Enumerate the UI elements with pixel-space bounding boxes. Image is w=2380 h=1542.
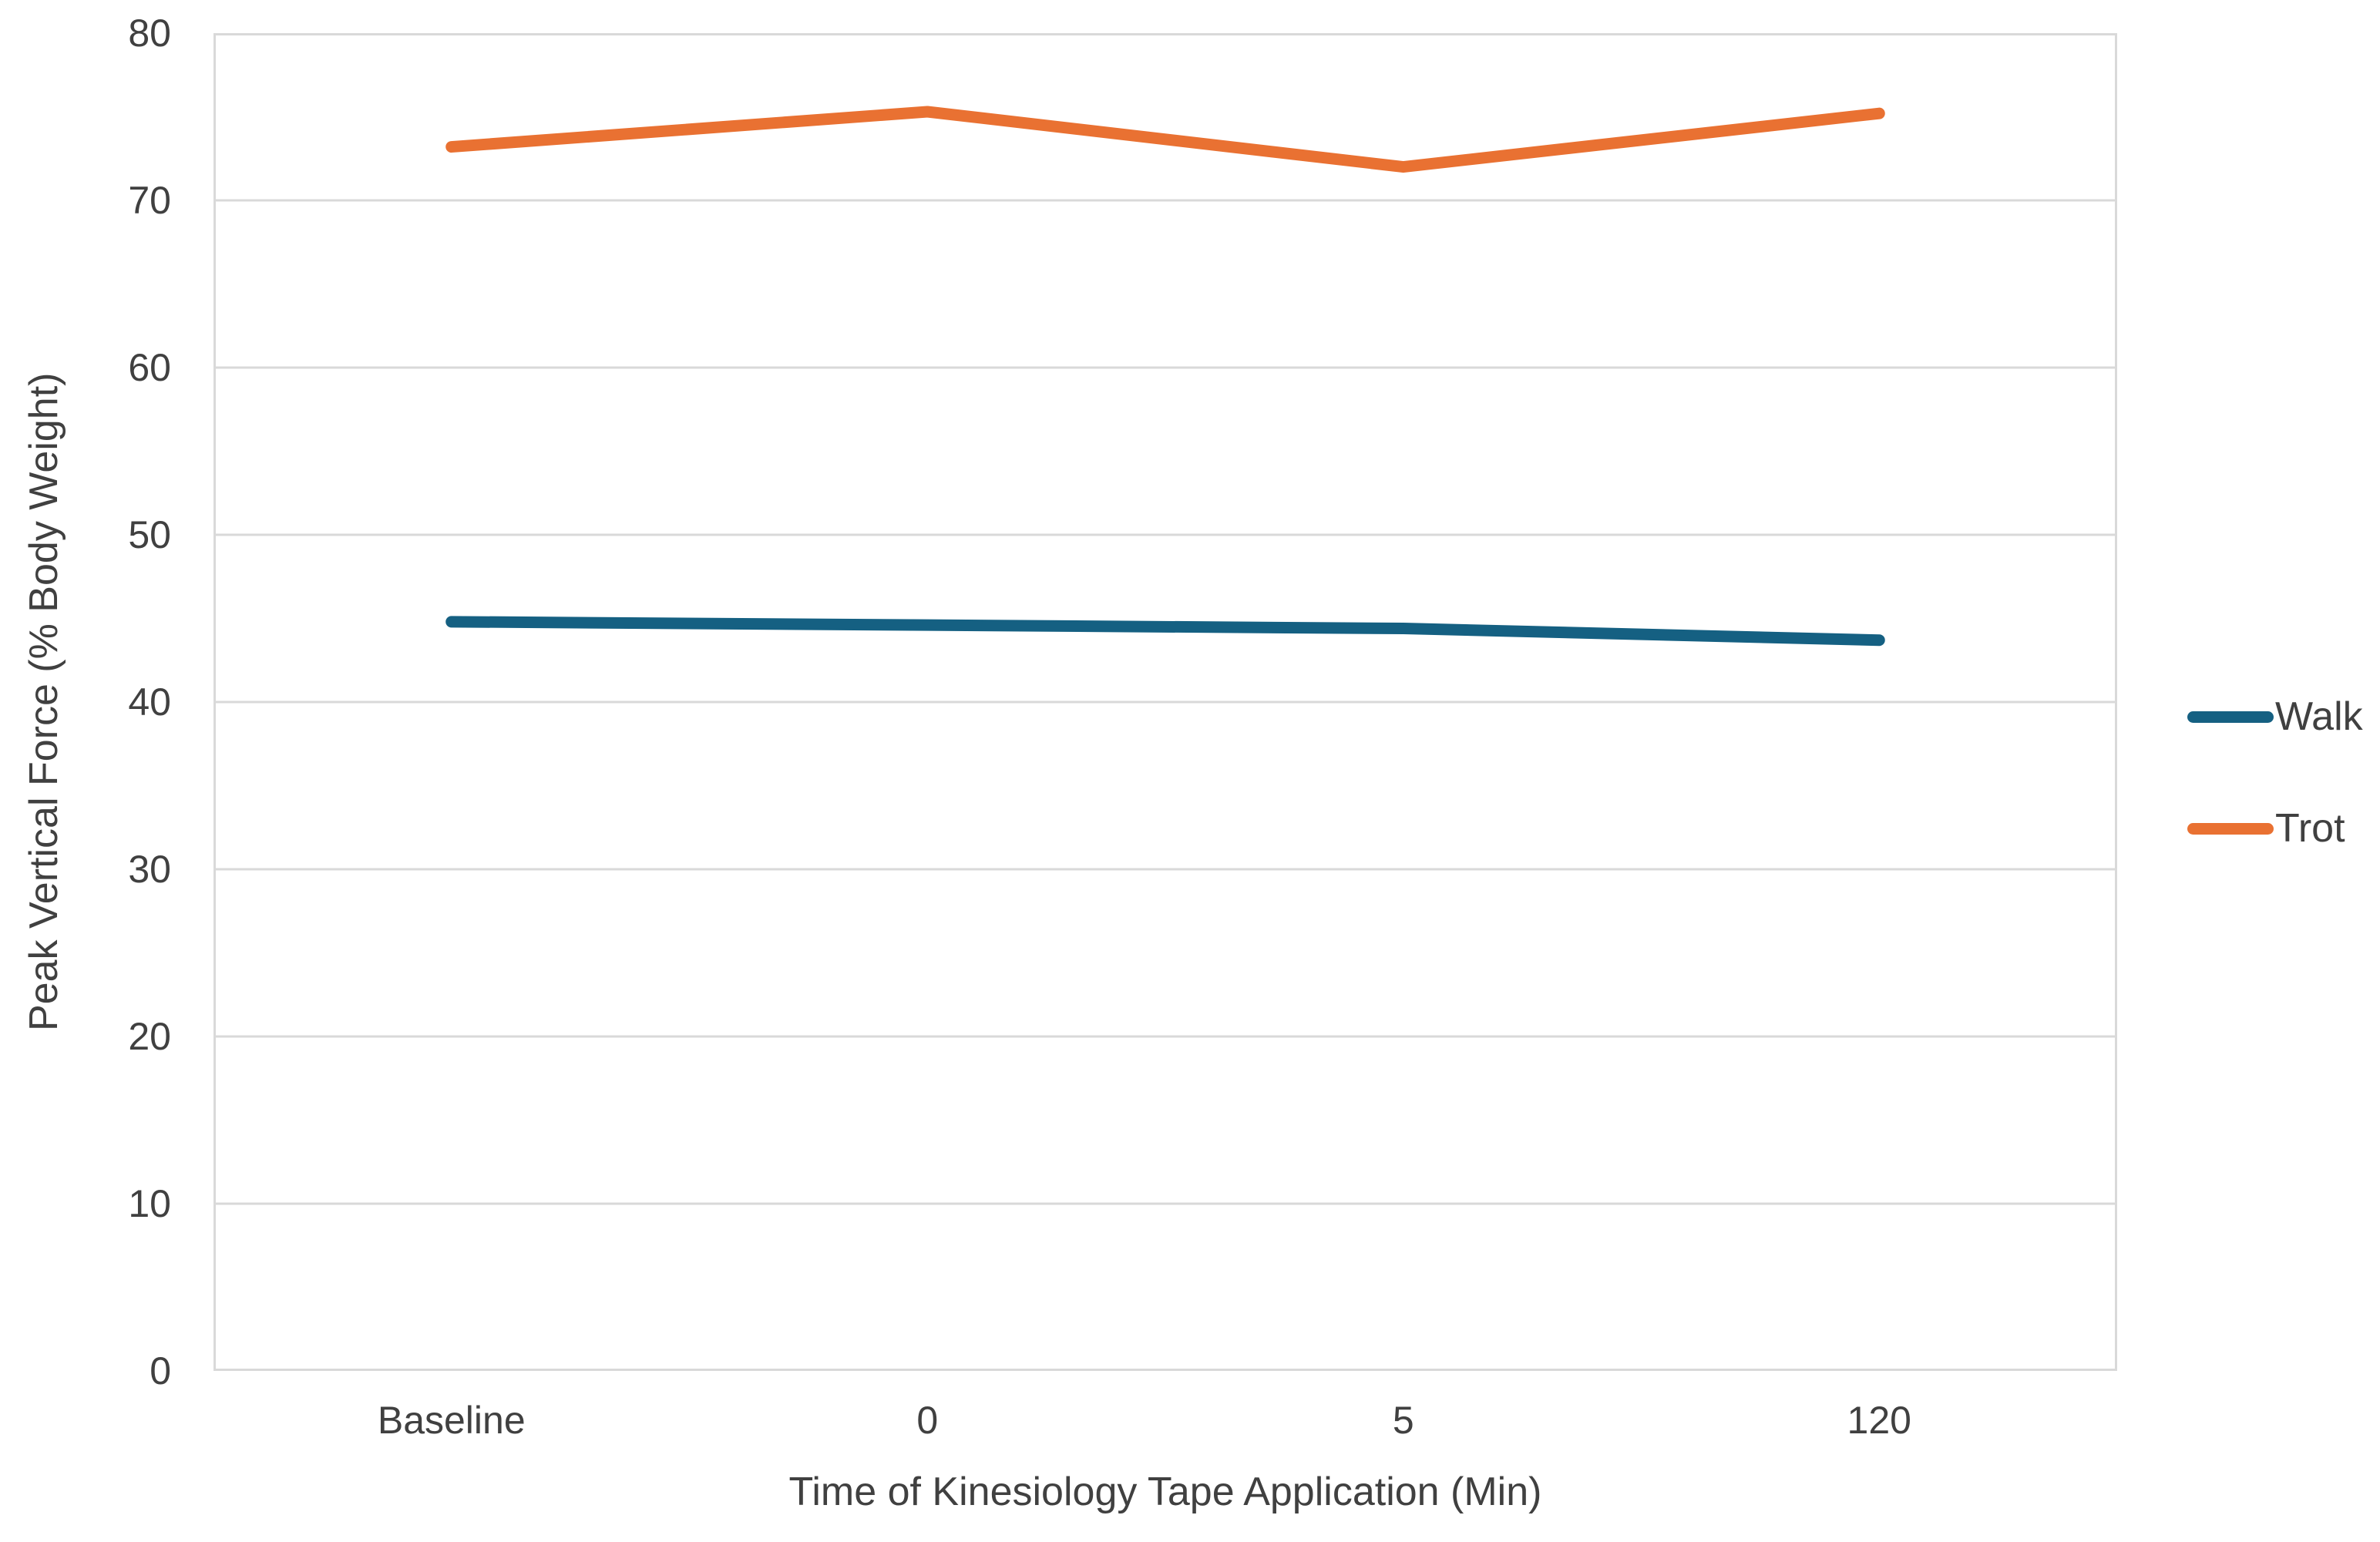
series-line-trot	[445, 106, 1885, 173]
y-tick-label-70: 70	[128, 179, 171, 222]
x-tick-label-5: 5	[1392, 1399, 1414, 1442]
legend-line-icon-walk	[2187, 711, 2274, 723]
y-tick-label-60: 60	[128, 346, 171, 389]
y-tick-label-30: 30	[128, 848, 171, 891]
y-tick-label-80: 80	[128, 12, 171, 55]
y-tick-label-50: 50	[128, 513, 171, 556]
x-axis-title: Time of Kinesiology Tape Application (Mi…	[788, 1470, 1542, 1514]
x-tick-label-baseline: Baseline	[377, 1399, 526, 1442]
y-tick-label-10: 10	[128, 1182, 171, 1225]
x-tick-label-0: 0	[916, 1399, 939, 1442]
y-tick-label-40: 40	[128, 680, 171, 724]
legend-line-icon-trot	[2187, 822, 2274, 835]
legend-label-trot: Trot	[2275, 806, 2345, 851]
x-tick-label-120: 120	[1847, 1399, 1911, 1442]
legend-label-walk: Walk	[2275, 694, 2363, 739]
series-line-walk	[445, 616, 1885, 647]
plot-area	[213, 33, 2117, 1371]
legend-item-walk: Walk	[2187, 694, 2363, 740]
y-tick-label-0: 0	[150, 1349, 171, 1393]
y-tick-label-20: 20	[128, 1015, 171, 1058]
legend-item-trot: Trot	[2187, 805, 2345, 852]
